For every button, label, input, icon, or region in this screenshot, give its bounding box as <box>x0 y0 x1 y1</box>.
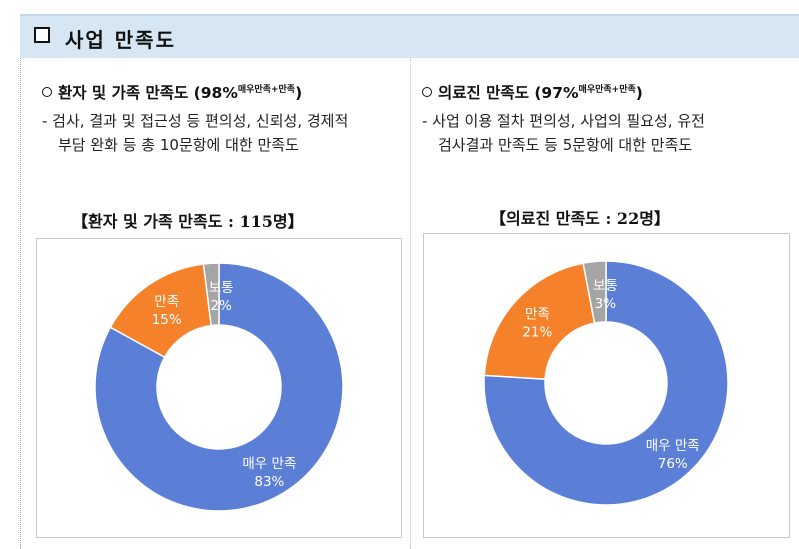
right-desc-line2: 검사결과 만족도 등 5문항에 대한 만족도 <box>438 136 693 154</box>
circle-bullet-icon <box>42 87 52 97</box>
frame-left-border <box>20 58 21 549</box>
donut-slice-satisfied <box>483 262 596 380</box>
left-heading-sup: 매우만족+만족 <box>237 85 296 95</box>
right-heading-end: ) <box>635 84 643 102</box>
right-chart-box: 매우 만족 76% 만족 21% 보통 3% <box>423 233 790 538</box>
left-heading-end: ) <box>295 84 303 102</box>
circle-bullet-icon <box>422 87 432 97</box>
right-desc-line1: - 사업 이용 절차 편의성, 사업의 필요성, 유전 <box>422 112 705 130</box>
right-chart-title: 【의료진 만족도 : 22명】 <box>490 209 670 228</box>
donut-label-satisfied: 만족 <box>525 306 550 322</box>
donut-slice-very-satisfied <box>94 262 344 512</box>
donut-slice-neutral <box>202 262 220 327</box>
donut-label-very-satisfied: 매우 만족 <box>242 456 296 472</box>
right-heading: 의료진 만족도 (97%매우만족+만족) <box>422 80 792 103</box>
left-description: - 검사, 결과 및 접근성 등 편의성, 신뢰성, 경제적 부담 완화 등 총… <box>42 109 412 157</box>
donut-label-satisfied: 만족 <box>154 294 179 310</box>
right-description: - 사업 이용 절차 편의성, 사업의 필요성, 유전 검사결과 만족도 등 5… <box>422 109 792 157</box>
donut-label-neutral: 보통 <box>593 278 618 294</box>
section-title: 사업 만족도 <box>65 28 176 52</box>
donut-value-very-satisfied: 83% <box>254 474 284 490</box>
left-desc-line1: - 검사, 결과 및 접근성 등 편의성, 신뢰성, 경제적 <box>42 112 349 130</box>
left-donut-chart: 매우 만족 83% 만족 15% 보통 2% <box>94 262 344 512</box>
donut-value-neutral: 2% <box>210 298 232 314</box>
donut-slice-very-satisfied <box>483 260 729 506</box>
checkbox-icon <box>34 27 50 43</box>
left-desc-line2: 부담 완화 등 총 10문항에 대한 만족도 <box>58 136 299 154</box>
column-divider <box>410 58 411 549</box>
donut-label-neutral: 보통 <box>209 280 234 296</box>
donut-value-satisfied: 15% <box>152 312 182 328</box>
left-heading-main: 환자 및 가족 만족도 (98% <box>58 84 238 102</box>
left-column: 환자 및 가족 만족도 (98%매우만족+만족) - 검사, 결과 및 접근성 … <box>42 80 412 157</box>
donut-label-very-satisfied: 매우 만족 <box>646 438 700 454</box>
donut-value-satisfied: 21% <box>522 324 552 340</box>
left-chart-box: 매우 만족 83% 만족 15% 보통 2% <box>36 238 402 538</box>
left-chart-title: 【환자 및 가족 만족도 : 115명】 <box>72 212 304 231</box>
section-title-bar: 사업 만족도 <box>20 14 799 58</box>
donut-slice-neutral <box>582 260 607 324</box>
right-donut-chart: 매우 만족 76% 만족 21% 보통 3% <box>483 260 729 506</box>
right-heading-sup: 매우만족+만족 <box>578 85 636 95</box>
right-column: 의료진 만족도 (97%매우만족+만족) - 사업 이용 절차 편의성, 사업의… <box>422 80 792 157</box>
donut-value-neutral: 3% <box>595 296 617 312</box>
left-heading: 환자 및 가족 만족도 (98%매우만족+만족) <box>42 80 412 103</box>
donut-value-very-satisfied: 76% <box>658 456 688 472</box>
right-heading-main: 의료진 만족도 (97% <box>438 84 579 102</box>
